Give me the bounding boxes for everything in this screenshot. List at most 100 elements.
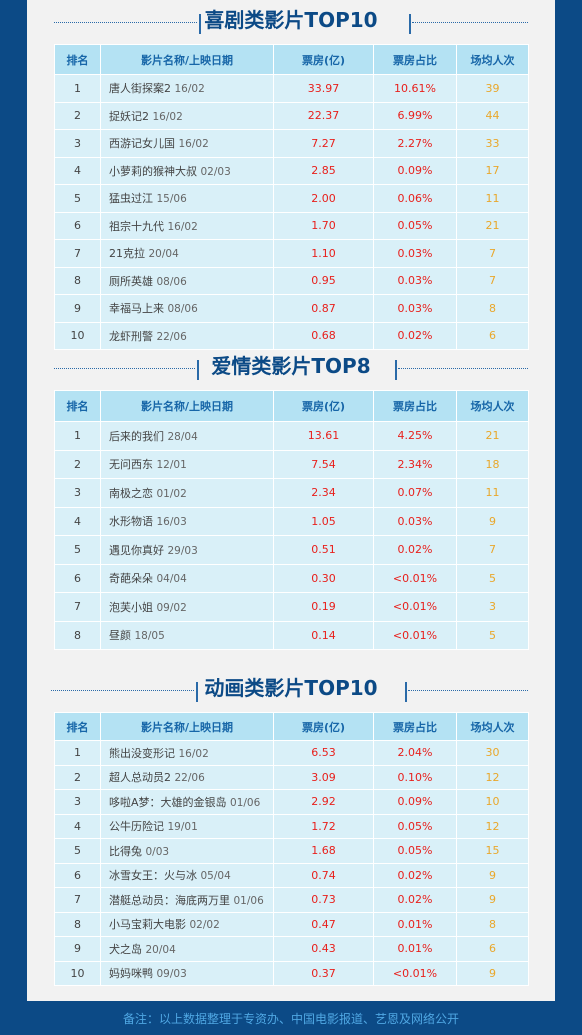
rank-cell: 6 bbox=[54, 563, 101, 593]
rank-cell: 2 bbox=[54, 101, 101, 130]
film-name: 冰雪女王：火与冰 bbox=[109, 869, 197, 883]
box-office-cell: 0.43 bbox=[273, 936, 374, 962]
box-office-cell: 13.61 bbox=[273, 421, 374, 451]
table-row: 2 无问西东 12/01 7.54 2.34% 18 bbox=[54, 449, 529, 479]
rank-cell: 10 bbox=[54, 960, 101, 986]
share-cell: <0.01% bbox=[373, 960, 457, 986]
film-name: 小萝莉的猴神大叔 bbox=[109, 164, 197, 178]
share-cell: 0.07% bbox=[373, 478, 457, 508]
table-row: 7 潜艇总动员：海底两万里 01/06 0.73 0.02% 9 bbox=[54, 887, 529, 913]
release-date: 20/04 bbox=[148, 248, 179, 261]
film-name: 小马宝莉大电影 bbox=[109, 918, 186, 932]
romance-table: 排名 影片名称/上映日期 票房(亿) 票房占比 场均人次 1 后来的我们 28/0… bbox=[54, 390, 529, 650]
rank-cell: 3 bbox=[54, 789, 101, 815]
film-cell: 昼颜 18/05 bbox=[100, 620, 274, 650]
avg-attendance-cell: 5 bbox=[456, 620, 529, 650]
release-date: 16/02 bbox=[167, 220, 198, 233]
share-cell: 0.01% bbox=[373, 936, 457, 962]
film-cell: 祖宗十九代 16/02 bbox=[100, 211, 274, 240]
film-cell: 冰雪女王：火与冰 05/04 bbox=[100, 862, 274, 888]
release-date: 02/02 bbox=[189, 919, 220, 932]
section-header-comedy: 喜剧类影片TOP10 bbox=[27, 5, 555, 35]
box-office-cell: 0.73 bbox=[273, 887, 374, 913]
release-date: 16/02 bbox=[174, 83, 205, 96]
table-row: 3 南极之恋 01/02 2.34 0.07% 11 bbox=[54, 478, 529, 508]
divider-bar-left bbox=[196, 682, 198, 702]
box-office-cell: 2.34 bbox=[273, 478, 374, 508]
avg-attendance-cell: 12 bbox=[456, 813, 529, 839]
box-office-cell: 3.09 bbox=[273, 764, 374, 790]
rank-cell: 5 bbox=[54, 535, 101, 565]
film-cell: 小萝莉的猴神大叔 02/03 bbox=[100, 156, 274, 185]
box-office-cell: 6.53 bbox=[273, 740, 374, 766]
release-date: 22/06 bbox=[156, 330, 187, 343]
col-header-share: 票房占比 bbox=[373, 712, 457, 741]
avg-attendance-cell: 11 bbox=[456, 184, 529, 213]
table-row: 7 21克拉 20/04 1.10 0.03% 7 bbox=[54, 239, 529, 268]
avg-attendance-cell: 17 bbox=[456, 156, 529, 185]
avg-attendance-cell: 33 bbox=[456, 129, 529, 158]
film-cell: 21克拉 20/04 bbox=[100, 239, 274, 268]
table-row: 3 西游记女儿国 16/02 7.27 2.27% 33 bbox=[54, 129, 529, 158]
film-cell: 幸福马上来 08/06 bbox=[100, 294, 274, 323]
release-date: 19/01 bbox=[167, 821, 198, 834]
release-date: 08/06 bbox=[167, 303, 198, 316]
rank-cell: 2 bbox=[54, 764, 101, 790]
rank-cell: 5 bbox=[54, 184, 101, 213]
box-office-cell: 0.37 bbox=[273, 960, 374, 986]
table-row: 4 水形物语 16/03 1.05 0.03% 9 bbox=[54, 506, 529, 536]
share-cell: 0.03% bbox=[373, 239, 457, 268]
release-date: 0/03 bbox=[145, 845, 170, 858]
release-date: 05/04 bbox=[200, 870, 231, 883]
box-office-cell: 0.47 bbox=[273, 911, 374, 937]
box-office-cell: 2.92 bbox=[273, 789, 374, 815]
divider-line-right bbox=[408, 690, 528, 691]
avg-attendance-cell: 30 bbox=[456, 740, 529, 766]
rank-cell: 6 bbox=[54, 862, 101, 888]
release-date: 02/03 bbox=[200, 165, 231, 178]
avg-attendance-cell: 6 bbox=[456, 321, 529, 350]
avg-attendance-cell: 8 bbox=[456, 294, 529, 323]
table-row: 8 厕所英雄 08/06 0.95 0.03% 7 bbox=[54, 266, 529, 295]
table-row: 6 冰雪女王：火与冰 05/04 0.74 0.02% 9 bbox=[54, 862, 529, 888]
table-row: 6 祖宗十九代 16/02 1.70 0.05% 21 bbox=[54, 211, 529, 240]
film-name: 唐人街探案2 bbox=[109, 82, 171, 96]
rank-cell: 8 bbox=[54, 266, 101, 295]
table-row: 7 泡芙小姐 09/02 0.19 <0.01% 3 bbox=[54, 592, 529, 622]
avg-attendance-cell: 44 bbox=[456, 101, 529, 130]
box-office-cell: 2.00 bbox=[273, 184, 374, 213]
film-cell: 唐人街探案2 16/02 bbox=[100, 74, 274, 103]
col-header-box: 票房(亿) bbox=[273, 44, 374, 75]
footnote: 备注：以上数据整理于专资办、中国电影报道、艺恩及网络公开 bbox=[122, 1012, 459, 1026]
table-row: 5 猛虫过江 15/06 2.00 0.06% 11 bbox=[54, 184, 529, 213]
film-cell: 妈妈咪鸭 09/03 bbox=[100, 960, 274, 986]
table-header-row: 排名 影片名称/上映日期 票房(亿) 票房占比 场均人次 bbox=[54, 390, 529, 422]
avg-attendance-cell: 9 bbox=[456, 887, 529, 913]
release-date: 20/04 bbox=[145, 943, 176, 956]
film-cell: 犬之岛 20/04 bbox=[100, 936, 274, 962]
box-office-cell: 1.10 bbox=[273, 239, 374, 268]
avg-attendance-cell: 9 bbox=[456, 960, 529, 986]
release-date: 04/04 bbox=[156, 573, 187, 586]
film-cell: 超人总动员2 22/06 bbox=[100, 764, 274, 790]
col-header-rank: 排名 bbox=[54, 712, 101, 741]
divider-line-right bbox=[412, 22, 528, 23]
film-name: 犬之岛 bbox=[109, 942, 142, 956]
film-cell: 遇见你真好 29/03 bbox=[100, 535, 274, 565]
box-office-cell: 0.87 bbox=[273, 294, 374, 323]
box-office-cell: 1.68 bbox=[273, 838, 374, 864]
table-header-row: 排名 影片名称/上映日期 票房(亿) 票房占比 场均人次 bbox=[54, 44, 529, 75]
release-date: 16/02 bbox=[178, 747, 209, 760]
avg-attendance-cell: 6 bbox=[456, 936, 529, 962]
col-header-name: 影片名称/上映日期 bbox=[100, 712, 274, 741]
release-date: 16/03 bbox=[156, 516, 187, 529]
rank-cell: 7 bbox=[54, 887, 101, 913]
col-header-box: 票房(亿) bbox=[273, 390, 374, 422]
share-cell: 0.02% bbox=[373, 321, 457, 350]
film-cell: 西游记女儿国 16/02 bbox=[100, 129, 274, 158]
release-date: 16/02 bbox=[178, 138, 209, 151]
release-date: 01/06 bbox=[230, 796, 261, 809]
avg-attendance-cell: 21 bbox=[456, 421, 529, 451]
table-row: 9 犬之岛 20/04 0.43 0.01% 6 bbox=[54, 936, 529, 962]
box-office-cell: 0.19 bbox=[273, 592, 374, 622]
